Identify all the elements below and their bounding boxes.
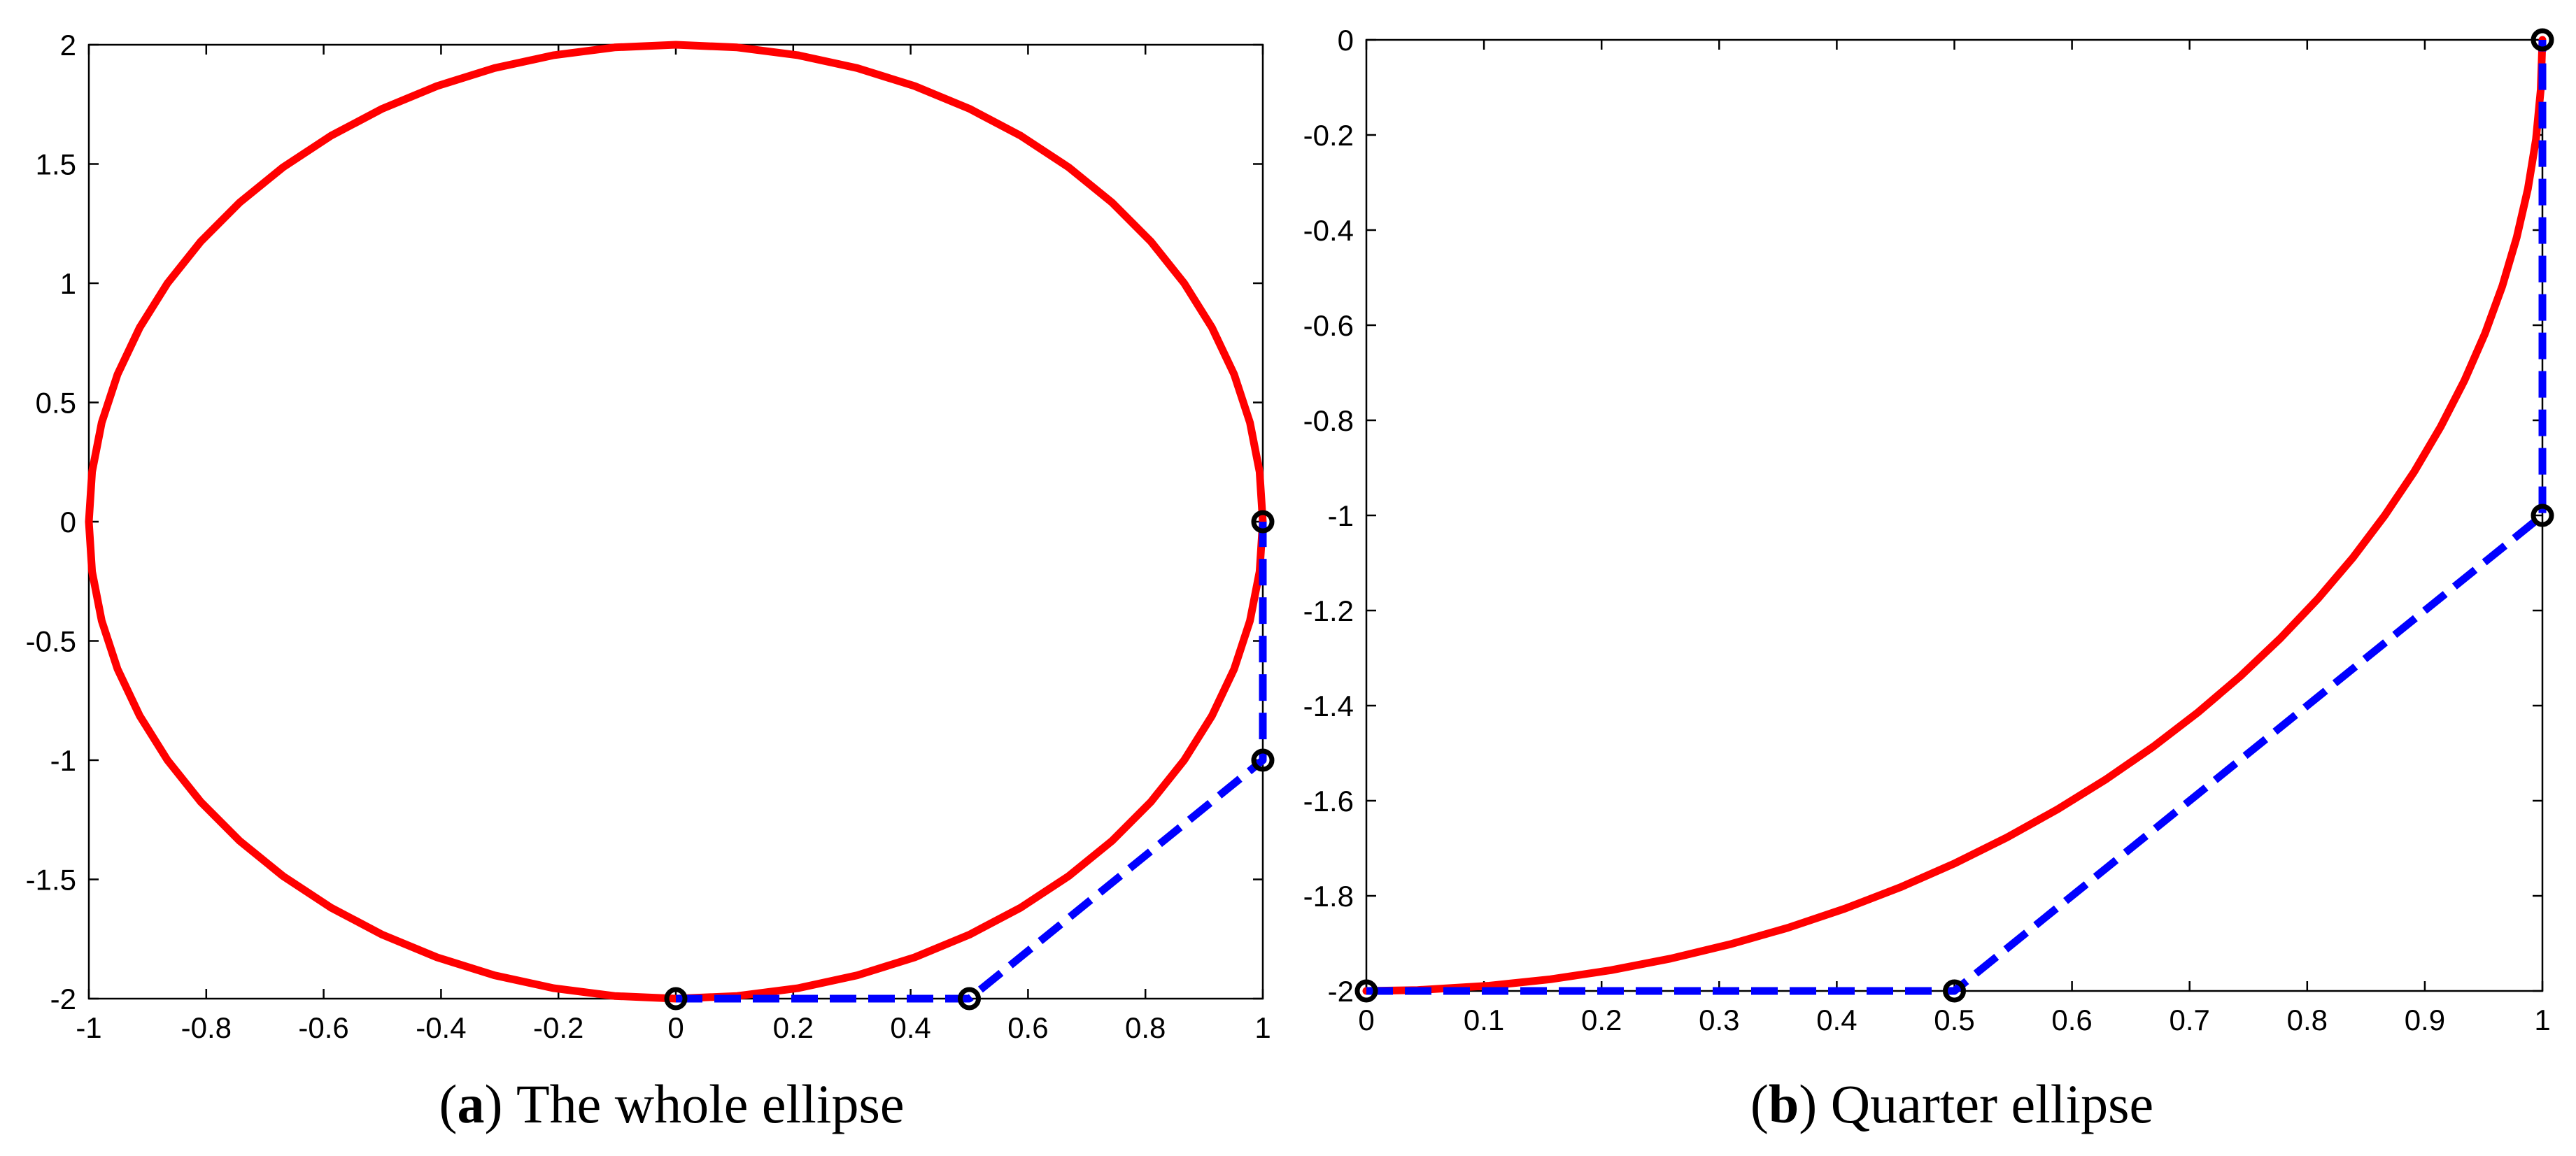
panel-b-y-tick-label: -1.8 (1303, 880, 1354, 913)
panel-b-point-marker (1943, 979, 1966, 1003)
panel-a-x-tick-label: 0.4 (890, 1011, 930, 1044)
panel-a-x-tick-label: -1 (76, 1011, 101, 1044)
panel-a-x-tick-label: 0 (667, 1011, 684, 1044)
panel-b-x-tick-label: 0.8 (2287, 1004, 2328, 1036)
panel-a-x-tick-label: 0.6 (1007, 1011, 1048, 1044)
panel-a-y-tick-label: 2 (60, 29, 76, 62)
panel-a-dashed-series-line (676, 522, 1267, 1003)
panel-a-point-marker (958, 987, 981, 1011)
panel-b-point-marker (2531, 28, 2554, 52)
panel-a-y-tick-label: 1 (60, 267, 76, 300)
panel-a-y-tick-label: -0.5 (26, 625, 76, 658)
panel-b-solid-series-line (1362, 36, 2547, 995)
panel-b-caption: (b) Quarter ellipse (1750, 1073, 2153, 1134)
panel-b-y-tick-label: -1.4 (1303, 690, 1354, 722)
panel-b-x-tick-label: 0.1 (1464, 1004, 1504, 1036)
panel-b-quarter-ellipse: 0 0.1 0.2 0.3 0.4 0.5 0.6 0.7 0.8 0.9 1 0 -0.2 -0.4 -0… (1303, 24, 2554, 1134)
panel-b-data-layer (1354, 28, 2554, 1003)
panel-a-whole-ellipse: -1 -0.8 -0.6 -0.4 -0.2 0 0.2 0.4 0.6 0.8 1 2 1.5 1 0.5… (26, 29, 1275, 1134)
panel-a-caption-text: The whole ellipse (516, 1073, 905, 1134)
panel-b-y-tick-label: -1.2 (1303, 594, 1354, 627)
panel-b-x-tick-label: 0.4 (1816, 1004, 1857, 1036)
panel-b-x-tick-label: 0.7 (2170, 1004, 2210, 1036)
panel-a-y-tick-label: -2 (50, 983, 76, 1015)
panel-a-plot-frame (87, 43, 1264, 1000)
panel-b-x-tick-label: 0.6 (2051, 1004, 2092, 1036)
panel-a-x-tick-label: -0.6 (298, 1011, 348, 1044)
panel-a-x-tick-label: -0.4 (416, 1011, 466, 1044)
panel-b-y-tick-label: 0 (1338, 24, 1354, 57)
panel-b-caption-letter: b (1769, 1073, 1799, 1134)
panel-a-x-tick-label: -0.8 (181, 1011, 232, 1044)
panel-b-caption-text: Quarter ellipse (1831, 1073, 2153, 1134)
panel-b-y-tick-label: -2 (1328, 975, 1354, 1008)
panel-b-x-tick-label: 0.2 (1581, 1004, 1622, 1036)
panel-b-y-tick-label: -1 (1328, 499, 1354, 532)
panel-a-x-tick-label: 0.2 (773, 1011, 814, 1044)
panel-a-y-tick-label: -1.5 (26, 864, 76, 897)
panel-a-solid-series-line (85, 41, 1267, 1003)
panel-a-caption-letter: a (458, 1073, 485, 1134)
panel-b-plot-frame (1365, 38, 2544, 992)
panel-a-point-marker (1251, 748, 1275, 772)
panel-b-x-tick-label: 0.5 (1934, 1004, 1974, 1036)
panel-b-x-tick-label: 1 (2534, 1004, 2550, 1036)
panel-a-x-tick-label: 0.8 (1125, 1011, 1166, 1044)
panel-b-x-tick-label: 0 (1358, 1004, 1374, 1036)
panel-a-x-tick-label: 1 (1254, 1011, 1271, 1044)
panel-a-point-marker (1251, 510, 1275, 534)
panel-b-y-tick-label: -0.4 (1303, 214, 1354, 247)
panel-b-x-tick-label: 0.3 (1699, 1004, 1739, 1036)
panel-b-point-marker (1354, 979, 1378, 1003)
panel-b-x-tick-label: 0.9 (2405, 1004, 2445, 1036)
panel-b-y-tick-label: -0.6 (1303, 309, 1354, 342)
panel-b-y-tick-label: -1.6 (1303, 785, 1354, 818)
panel-a-y-tick-label: -1 (50, 744, 76, 777)
panel-a-data-layer (85, 41, 1275, 1011)
panel-a-y-tick-label: 1.5 (36, 148, 76, 181)
panel-a-point-marker (664, 987, 688, 1011)
panel-a-x-tick-label: -0.2 (533, 1011, 583, 1044)
panel-a-y-tick-label: 0 (60, 506, 76, 538)
panel-a-caption: (a) The whole ellipse (439, 1073, 905, 1134)
panel-b-y-tick-label: -0.8 (1303, 404, 1354, 437)
panel-a-y-tick-label: 0.5 (36, 387, 76, 420)
panel-b-y-tick-label: -0.2 (1303, 119, 1354, 152)
panel-a-axis-ticks: -1 -0.8 -0.6 -0.4 -0.2 0 0.2 0.4 0.6 0.8 1 2 1.5 1 0.5… (26, 29, 1271, 1044)
panel-b-dashed-series-line (1366, 40, 2547, 995)
panel-b-axis-ticks: 0 0.1 0.2 0.3 0.4 0.5 0.6 0.7 0.8 0.9 1 0 -0.2 -0.4 -0… (1303, 24, 2551, 1036)
panel-b-point-marker (2531, 504, 2554, 527)
